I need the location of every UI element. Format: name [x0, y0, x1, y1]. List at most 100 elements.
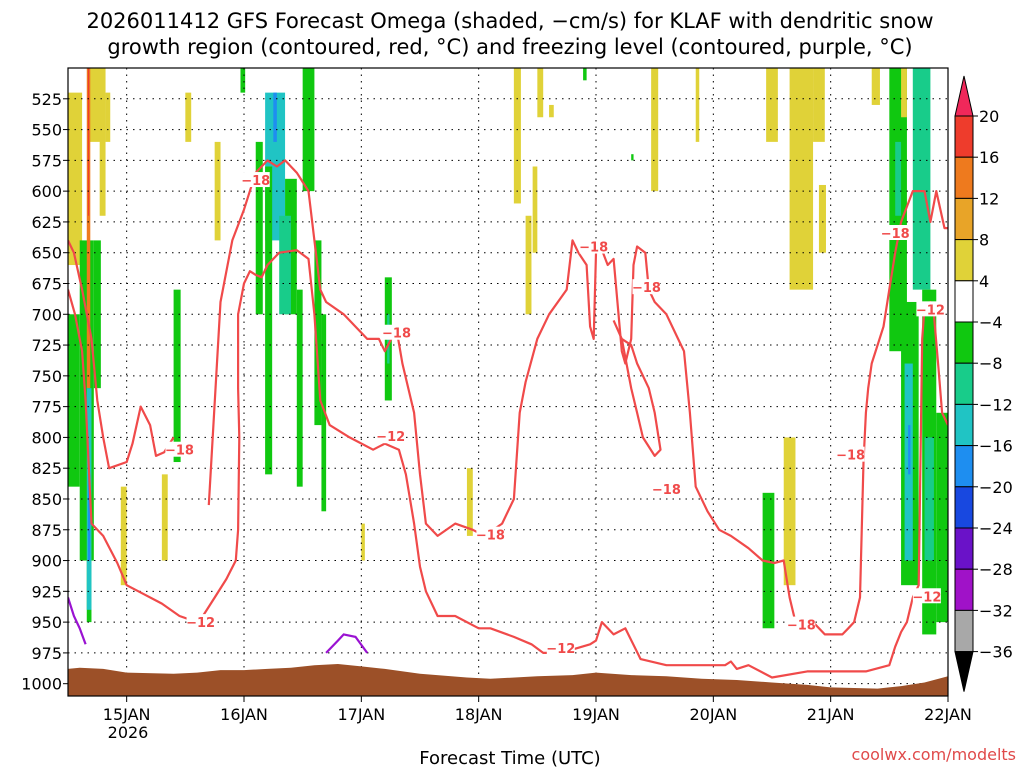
contour-label-bg-9	[652, 481, 681, 497]
omega-blob-4	[86, 68, 91, 389]
x-axis: 15JAN 16JAN 17JAN 18JAN 19JAN 20JAN 21JAN 22JAN	[103, 696, 972, 724]
y-tick-label-800: 800	[31, 428, 62, 447]
omega-blob-13	[161, 474, 168, 561]
colorbar-label-12: −32	[979, 601, 1013, 620]
colorbar-label-11: −28	[979, 560, 1013, 579]
colorbar-label-4: 4	[979, 272, 989, 291]
omega-blob-10	[99, 68, 106, 216]
contour-label-bg-10	[787, 616, 816, 632]
colorbar-segment-7	[954, 362, 974, 405]
terrain-polygon	[68, 664, 948, 696]
omega-blob-44	[789, 68, 814, 290]
colorbar-label-3: 8	[979, 231, 989, 250]
colorbar-label-2: 12	[979, 189, 999, 208]
contour-line-3	[612, 319, 662, 457]
y-tick-label-975: 975	[31, 644, 62, 663]
contour-line-0	[68, 239, 175, 470]
x-tick-label-18JAN: 18JAN	[455, 705, 503, 724]
contour-label-10: −18	[787, 619, 816, 634]
colorbar: 20 16 12 8 4 −4 −8 −12 −16 −20 −24 −28 −32 −36	[954, 75, 1013, 692]
omega-blob-27	[321, 314, 327, 512]
contour-line-1	[68, 249, 948, 679]
omega-blob-31	[466, 468, 473, 536]
gridlines	[68, 68, 949, 696]
y-tick-label-825: 825	[31, 459, 62, 478]
y-tick-label-575: 575	[31, 151, 62, 170]
colorbar-label-9: −20	[979, 478, 1013, 497]
y-tick-label-875: 875	[31, 521, 62, 540]
y-tick-label-850: 850	[31, 490, 62, 509]
colorbar-label-1: 16	[979, 148, 999, 167]
colorbar-segment-13	[954, 609, 974, 653]
colorbar-segment-4	[954, 239, 974, 282]
omega-blob-41	[762, 492, 775, 629]
omega-blob-39	[651, 68, 659, 192]
contour-label-bg-2	[186, 614, 215, 630]
omega-blob-25	[296, 289, 303, 487]
contour-label-8: −18	[632, 281, 661, 296]
freezing-line-1	[325, 633, 369, 654]
omega-blob-12	[120, 486, 127, 586]
contour-label-0: −18	[241, 174, 270, 189]
contour-label-bg-5	[476, 526, 505, 542]
omega-blob-47	[871, 68, 880, 105]
y-tick-label-950: 950	[31, 613, 62, 632]
freezing-level-contours	[68, 597, 369, 654]
contour-label-bg-0	[241, 172, 270, 188]
omega-blob-21	[265, 166, 273, 475]
x-tick-label-19JAN: 19JAN	[572, 705, 620, 724]
colorbar-label-6: −8	[979, 354, 1003, 373]
credit-text: coolwx.com/modelts	[852, 745, 1016, 764]
colorbar-segment-12	[954, 568, 974, 611]
contour-label-bg-3	[382, 324, 411, 340]
colorbar-label-0: 20	[979, 107, 999, 126]
x-tick-label-15JAN: 15JAN	[103, 705, 151, 724]
contour-label-14: −12	[912, 590, 941, 605]
y-tick-label-650: 650	[31, 244, 62, 263]
omega-blob-3	[89, 68, 101, 142]
colorbar-segment-9	[954, 445, 974, 488]
omega-blob-0	[68, 92, 83, 266]
omega-blob-56	[936, 412, 948, 623]
colorbar-label-8: −16	[979, 437, 1013, 456]
contour-label-2: −12	[186, 616, 215, 631]
y-axis: 525 550 575 600 625 650 675 700 725 750 775 800 825 8…	[21, 90, 68, 694]
omega-blob-32	[513, 68, 521, 204]
x-tick-label-20JAN: 20JAN	[689, 705, 737, 724]
omega-blob-57	[901, 68, 907, 118]
contour-label-5: −18	[476, 529, 505, 544]
omega-blob-34	[532, 166, 538, 253]
contour-label-13: −12	[916, 303, 945, 318]
dendritic-contours	[68, 159, 948, 679]
x-tick-label-17JAN: 17JAN	[337, 705, 385, 724]
y-tick-label-625: 625	[31, 213, 62, 232]
colorbar-segment-2	[954, 156, 974, 199]
omega-blob-11	[105, 92, 111, 142]
omega-blob-33	[525, 215, 532, 315]
omega-blob-20	[273, 92, 277, 142]
contour-label-bg-14	[912, 588, 941, 604]
x-tick-label-22JAN: 22JAN	[924, 705, 972, 724]
colorbar-label-13: −36	[979, 643, 1013, 662]
contour-label-7: −18	[579, 241, 608, 256]
contour-labels: −18 −18 −12 −18 −12 −18 −12 −18 −18 −18 −18 −18 −18 −…	[165, 172, 945, 657]
y-tick-label-925: 925	[31, 582, 62, 601]
y-tick-label-725: 725	[31, 336, 62, 355]
contour-label-4: −12	[376, 430, 405, 445]
freezing-line-0	[68, 597, 87, 645]
y-tick-label-900: 900	[31, 552, 62, 571]
x-tick-label-21JAN: 21JAN	[807, 705, 855, 724]
y-tick-label-750: 750	[31, 367, 62, 386]
omega-blob-37	[583, 68, 587, 81]
terrain-fill	[68, 664, 948, 696]
omega-blob-14	[173, 289, 181, 463]
omega-blob-8	[87, 474, 91, 561]
colorbar-label-7: −12	[979, 395, 1013, 414]
omega-blob-45	[813, 68, 825, 142]
omega-blob-52	[908, 425, 911, 475]
contour-label-6: −12	[546, 642, 575, 657]
colorbar-segment-5	[954, 280, 974, 323]
omega-blob-36	[549, 104, 554, 118]
omega-blob-49	[895, 141, 902, 216]
contour-label-bg-13	[916, 301, 945, 317]
